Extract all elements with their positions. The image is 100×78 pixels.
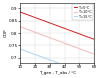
T=5°C (20, 12, 21, 13)
T=10°C (20, 26, 21, 27)
Line: T=10°C: T=10°C (20, 27, 94, 54)
Line: T=15°C: T=15°C (20, 49, 94, 76)
X-axis label: T_gen - T_abs / °C: T_gen - T_abs / °C (39, 71, 76, 74)
T=5°C (49, 22, 50, 23)
T=5°C (79, 33, 80, 34)
T=5°C (64, 28, 65, 29)
T=15°C (35, 54, 36, 55)
T=15°C (64, 65, 65, 66)
T=10°C (49, 37, 50, 38)
T=5°C (93, 39, 94, 40)
T=5°C (35, 17, 36, 18)
T=10°C (64, 43, 65, 44)
T=15°C (49, 59, 50, 60)
T=15°C (93, 76, 94, 77)
T=15°C (20, 49, 21, 50)
T=15°C (79, 70, 80, 71)
Legend: T=5°C, T=10°C, T=15°C: T=5°C, T=10°C, T=15°C (72, 4, 93, 20)
Y-axis label: COP: COP (4, 29, 8, 37)
Line: T=5°C: T=5°C (20, 12, 94, 39)
T=10°C (35, 32, 36, 33)
T=10°C (79, 48, 80, 49)
